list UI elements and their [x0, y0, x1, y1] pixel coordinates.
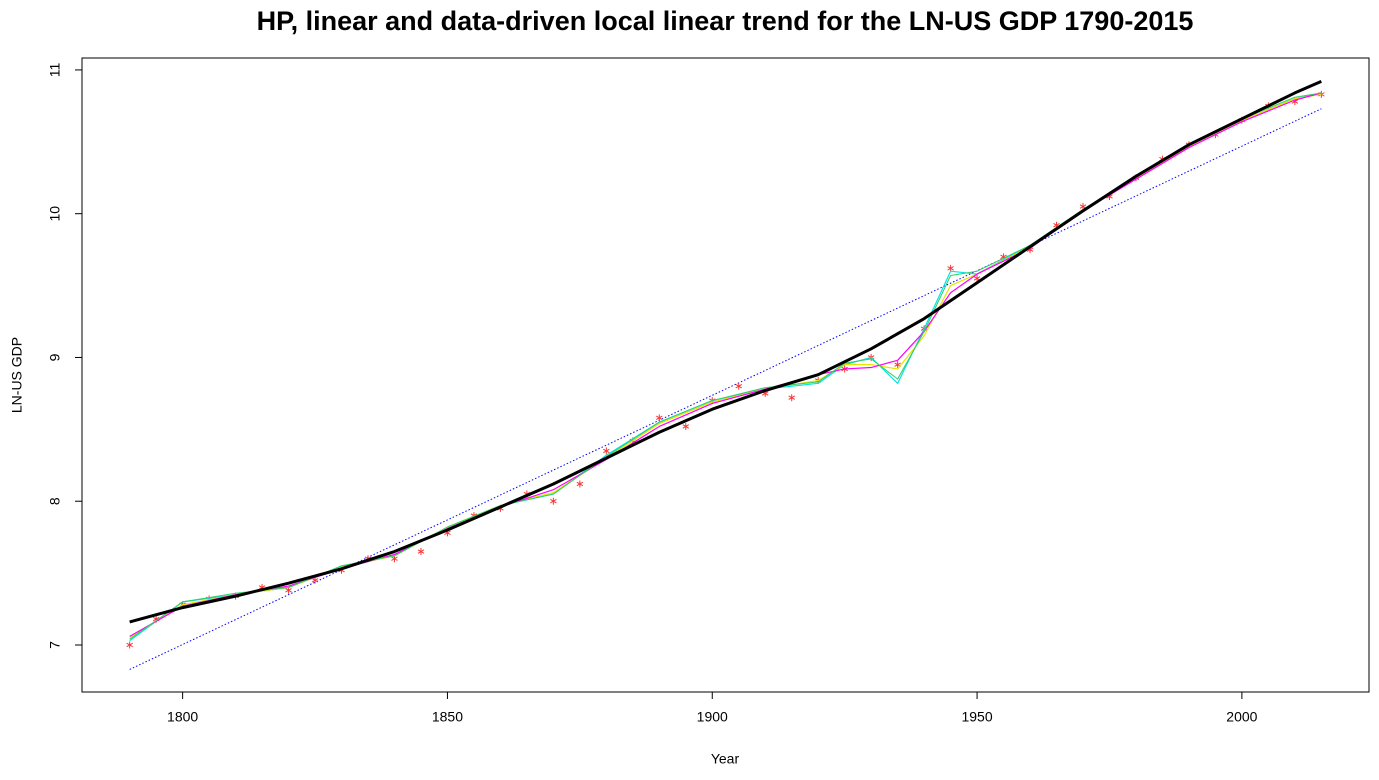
data-point [656, 414, 663, 422]
y-tick-label: 10 [47, 206, 63, 222]
y-tick-label: 7 [47, 641, 63, 649]
x-tick-label: 1950 [961, 709, 992, 725]
chart-title: HP, linear and data-driven local linear … [257, 6, 1194, 36]
y-tick-label: 11 [47, 62, 63, 77]
y-tick-label: 9 [47, 353, 63, 361]
x-tick-label: 1850 [432, 709, 463, 725]
data-point [788, 394, 795, 402]
x-tick-label: 2000 [1226, 709, 1257, 725]
trend-line [129, 108, 1322, 670]
data-point [682, 422, 690, 430]
data-point [550, 497, 557, 505]
y-tick-label: 8 [47, 497, 63, 505]
data-point [417, 548, 425, 556]
x-axis-label: Year [711, 751, 740, 767]
data-point [576, 480, 584, 488]
data-point [735, 382, 743, 390]
data-point [603, 447, 610, 455]
x-tick-label: 1900 [697, 709, 728, 725]
plot-frame [81, 57, 1370, 693]
smooth-line [129, 80, 1322, 624]
x-tick-label: 1800 [167, 709, 198, 725]
y-axis-label: LN-US GDP [9, 337, 25, 413]
data-point [126, 641, 133, 649]
